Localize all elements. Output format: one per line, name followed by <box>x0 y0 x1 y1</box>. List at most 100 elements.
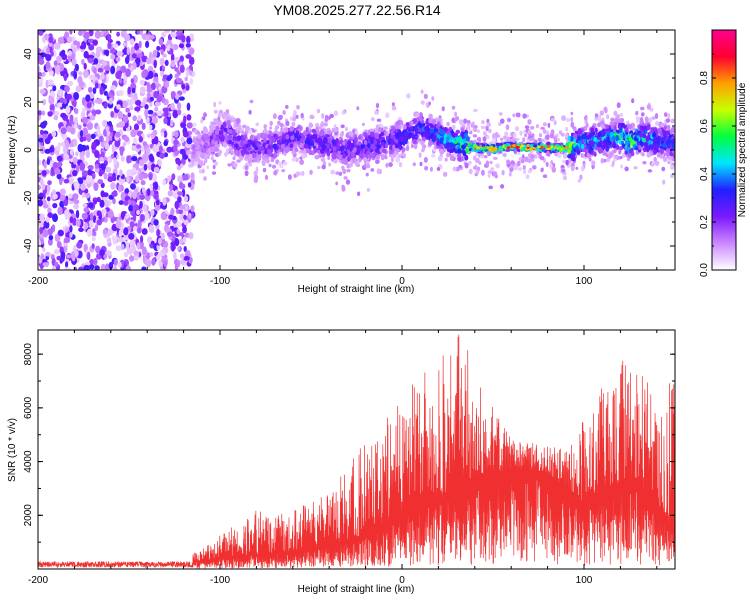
spectrogram-cell <box>89 258 95 265</box>
spectrogram-cell <box>245 125 250 132</box>
spectrogram-cell <box>654 160 660 166</box>
spectrogram-cell <box>321 164 326 170</box>
spectrogram-cell <box>513 150 517 153</box>
spectrogram-cell <box>546 134 550 140</box>
spectrogram-cell <box>57 142 62 148</box>
spectrogram-cell <box>48 70 54 76</box>
spectrogram-cell <box>81 212 88 220</box>
spectrogram-cell <box>110 85 117 91</box>
spectrogram-cell <box>338 154 342 160</box>
spectrogram-cell <box>69 225 73 233</box>
spectrogram-cell <box>394 124 399 130</box>
spectrogram-cell <box>420 140 425 146</box>
spectrogram-cell <box>86 102 92 109</box>
spectrogram-cell <box>618 128 623 133</box>
spectrogram-cell <box>253 177 258 184</box>
spectrogram-cell <box>495 163 500 169</box>
spectrogram-cell <box>315 126 320 131</box>
spectrogram-cell <box>510 160 515 165</box>
spectrogram-cell <box>466 120 471 124</box>
spectrogram-cell <box>608 140 612 146</box>
spectrogram-cell <box>317 149 321 154</box>
spectrogram-cell <box>57 161 63 168</box>
spectrogram-cell <box>464 162 469 169</box>
spectrogram-cell <box>291 157 297 162</box>
spectrogram-cell <box>72 156 78 165</box>
spectrogram-cell <box>47 228 53 236</box>
spectrogram-cell <box>287 174 292 181</box>
spectrogram-cell <box>138 172 144 181</box>
spectrogram-cell <box>107 33 112 41</box>
spectrogram-cell <box>95 50 101 58</box>
spectrogram-cell <box>333 110 339 116</box>
spectrogram-cell <box>54 146 61 151</box>
spectrogram-cell <box>137 114 142 122</box>
spectrogram-cell <box>390 157 394 163</box>
spectrogram-cell <box>624 150 628 155</box>
spectrogram-cell <box>130 46 136 55</box>
spectrogram-cell <box>79 162 86 171</box>
spectrogram-cell <box>64 227 69 233</box>
spectrogram-cell <box>334 128 338 132</box>
spectrogram-cell <box>249 99 254 104</box>
spectrogram-cell <box>464 154 469 161</box>
spectrogram-cell <box>634 146 639 151</box>
spectrogram-cell <box>428 101 431 106</box>
spectrogram-cell <box>299 159 304 165</box>
spectrogram-cell <box>58 38 65 44</box>
spectrogram-cell <box>561 168 566 173</box>
spectrogram-cell <box>264 148 268 155</box>
spectrogram-cell <box>56 255 61 261</box>
spectrogram-cell <box>570 111 574 116</box>
spectrogram-cell <box>122 114 129 124</box>
spectrogram-cell <box>78 124 82 130</box>
spectrogram-cell <box>152 129 158 136</box>
spectrogram-cell <box>522 137 526 143</box>
spectrogram-cell <box>614 139 619 144</box>
spectrogram-cell <box>96 125 101 131</box>
spectrogram-cell <box>146 116 150 125</box>
spectrogram-cell <box>38 240 42 247</box>
spectrogram-cell <box>385 162 389 168</box>
spectrogram-cell <box>83 31 90 40</box>
spectrogram-cell <box>146 133 151 139</box>
spectrogram-cell <box>237 124 242 131</box>
spectrogram-cell <box>66 36 73 43</box>
spectrogram-cell <box>118 121 125 128</box>
spectrogram-cell <box>398 154 402 159</box>
spectrogram-cell <box>118 184 122 193</box>
spectrogram-cell <box>614 154 619 159</box>
spectrogram-cell <box>190 205 195 213</box>
spectrogram-cell <box>126 155 131 164</box>
spectrogram-cell <box>188 212 192 219</box>
spectrogram-cell <box>194 157 199 162</box>
spectrogram-cell <box>161 32 167 38</box>
spectrogram-cell <box>150 82 156 91</box>
spectrogram-cell <box>317 165 321 170</box>
spectrogram-cell <box>133 95 138 101</box>
spectrogram-cell <box>135 99 142 106</box>
spectrogram-cell <box>128 233 135 240</box>
spectrogram-cell <box>567 149 571 154</box>
spectrogram-cell <box>502 152 507 158</box>
spectrogram-cell <box>473 108 478 113</box>
spectrogram-cell <box>59 193 66 203</box>
spectrogram-cell <box>185 68 189 78</box>
spectrogram-cell <box>85 192 91 199</box>
spectrogram-cell <box>376 118 382 123</box>
spectrogram-cell <box>82 116 88 124</box>
spectrogram-cell <box>295 171 300 177</box>
spectrogram-cell <box>51 130 57 138</box>
spectrogram-cell <box>57 229 64 237</box>
spectrogram-cell <box>116 31 120 37</box>
spectrogram-cell <box>92 109 97 117</box>
spectrogram-cell <box>72 170 78 177</box>
spectrogram-cell <box>347 149 351 154</box>
spectrogram-cell <box>174 262 179 270</box>
spectrogram-cell <box>42 204 49 209</box>
spectrogram-cell <box>183 219 189 226</box>
spectrogram-cell <box>108 261 114 270</box>
spectrogram-cell <box>72 99 77 108</box>
spectrogram-cell <box>83 50 89 59</box>
spectrogram-cell <box>182 130 189 138</box>
